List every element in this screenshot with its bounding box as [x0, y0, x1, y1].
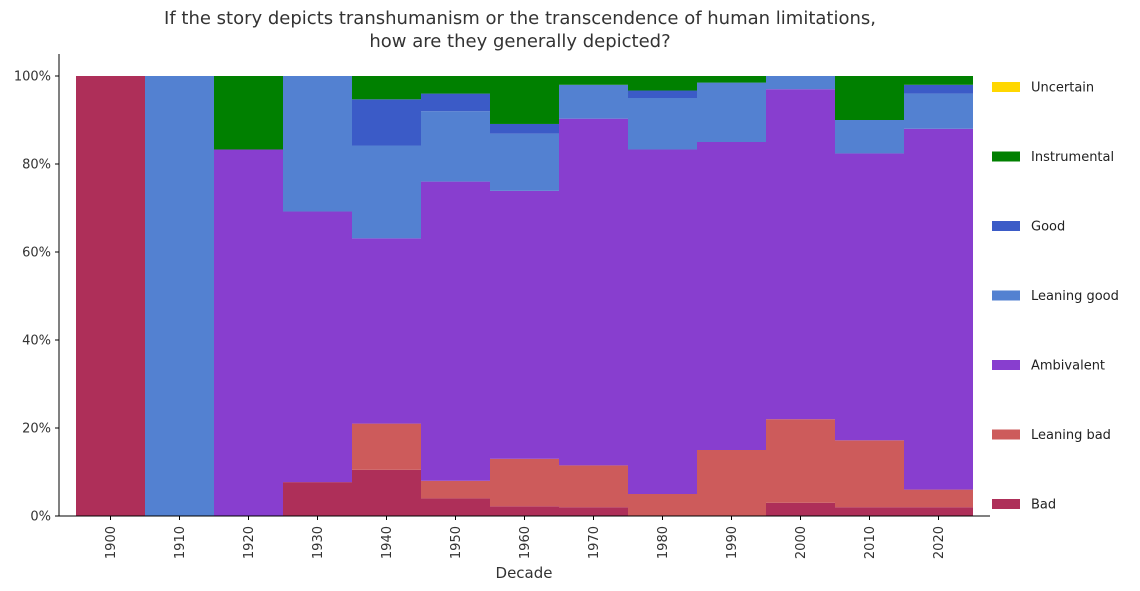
area-segment-instrumental-1980 — [628, 76, 697, 91]
legend-swatch-leaning-bad — [992, 429, 1020, 440]
legend-swatch-uncertain — [992, 82, 1020, 92]
legend-label-uncertain: Uncertain — [1031, 81, 1094, 96]
y-tick-label: 100% — [14, 70, 51, 85]
area-segment-instrumental-2010 — [835, 76, 904, 120]
area-segment-ambivalent-2010 — [835, 153, 904, 441]
area-segment-instrumental-1950 — [421, 76, 490, 94]
x-tick-label: 1960 — [518, 526, 533, 559]
x-tick-label: 1990 — [725, 526, 740, 559]
y-tick-label: 60% — [22, 246, 51, 261]
area-segment-ambivalent-1930 — [283, 211, 352, 483]
area-segment-leaning-good-1910 — [145, 76, 214, 516]
area-segment-leaning-bad-2010 — [835, 440, 904, 508]
area-segment-bad-1940 — [352, 469, 421, 516]
x-tick-label: 1900 — [104, 526, 119, 559]
area-segment-instrumental-1970 — [559, 76, 628, 85]
area-segment-leaning-good-1950 — [421, 111, 490, 182]
area-segment-ambivalent-2000 — [766, 89, 835, 420]
area-segment-good-1940 — [352, 99, 421, 146]
area-segment-ambivalent-1980 — [628, 149, 697, 495]
y-tick-label: 20% — [22, 422, 51, 437]
area-segment-bad-2020 — [904, 507, 973, 516]
area-segment-ambivalent-1970 — [559, 118, 628, 466]
y-axis: 0% 20% 40% 60% 80% 100% — [14, 54, 60, 525]
legend-label-leaning-bad: Leaning bad — [1031, 428, 1111, 443]
area-segment-bad-1960 — [490, 506, 559, 516]
area-segment-leaning-good-1940 — [352, 145, 421, 239]
x-tick-label: 2010 — [863, 526, 878, 559]
y-tick-label: 0% — [30, 510, 51, 525]
area-segment-leaning-good-2010 — [835, 120, 904, 154]
x-tick-label: 1910 — [173, 526, 188, 559]
area-segment-good-1980 — [628, 90, 697, 98]
plot-area — [76, 76, 973, 517]
y-tick-label: 80% — [22, 158, 51, 173]
legend-label-ambivalent: Ambivalent — [1031, 359, 1105, 374]
legend-label-bad: Bad — [1031, 498, 1056, 513]
area-segment-bad-2000 — [766, 502, 835, 516]
area-segment-leaning-good-1990 — [697, 82, 766, 142]
area-segment-bad-1950 — [421, 498, 490, 516]
legend-swatch-instrumental — [992, 151, 1020, 162]
area-segment-leaning-good-2020 — [904, 93, 973, 129]
legend-label-good: Good — [1031, 220, 1065, 235]
legend-label-leaning-good: Leaning good — [1031, 289, 1119, 304]
area-segment-bad-1930 — [283, 482, 352, 516]
y-tick-label: 40% — [22, 334, 51, 349]
chart-title-line-2: how are they generally depicted? — [369, 31, 670, 52]
area-segment-good-1950 — [421, 93, 490, 112]
area-segment-ambivalent-2020 — [904, 128, 973, 490]
area-segment-leaning-bad-2020 — [904, 489, 973, 508]
area-segment-leaning-bad-1940 — [352, 423, 421, 470]
x-tick-label: 2000 — [794, 526, 809, 559]
x-tick-label: 1930 — [311, 526, 326, 559]
area-segment-leaning-bad-1960 — [490, 458, 559, 507]
area-segment-instrumental-1920 — [214, 76, 283, 150]
area-segment-ambivalent-1960 — [490, 190, 559, 459]
area-segment-leaning-good-1930 — [283, 76, 352, 212]
area-segment-leaning-bad-1990 — [697, 450, 766, 516]
area-segment-instrumental-1940 — [352, 76, 421, 100]
area-segment-good-1960 — [490, 123, 559, 134]
area-segment-leaning-good-2000 — [766, 76, 835, 90]
area-segment-leaning-good-1970 — [559, 84, 628, 119]
area-segment-leaning-good-1980 — [628, 98, 697, 150]
legend-label-instrumental: Instrumental — [1031, 150, 1114, 165]
x-axis-label: Decade — [496, 564, 553, 582]
area-segment-instrumental-1990 — [697, 76, 766, 83]
area-segment-ambivalent-1920 — [214, 149, 283, 517]
area-segment-bad-1970 — [559, 507, 628, 516]
area-segment-leaning-bad-1980 — [628, 494, 697, 516]
x-tick-label: 1950 — [449, 526, 464, 559]
area-segment-instrumental-1960 — [490, 76, 559, 124]
x-tick-label: 1970 — [587, 526, 602, 559]
area-segment-bad-2010 — [835, 507, 904, 516]
area-segment-leaning-bad-2000 — [766, 419, 835, 503]
area-segment-leaning-bad-1950 — [421, 480, 490, 499]
area-segment-leaning-good-1960 — [490, 133, 559, 191]
area-segment-instrumental-2020 — [904, 76, 973, 85]
legend-swatch-bad — [992, 499, 1020, 509]
legend-swatch-good — [992, 221, 1020, 231]
area-segment-ambivalent-1990 — [697, 142, 766, 450]
area-segment-bad-1900 — [76, 76, 145, 516]
x-tick-label: 1940 — [380, 526, 395, 559]
x-axis: 1900 1910 1920 1930 1940 1950 1960 1970 1980 1990… — [59, 515, 990, 559]
x-tick-label: 1920 — [242, 526, 257, 559]
legend: Uncertain Instrumental Good Leaning good Amb… — [992, 81, 1119, 513]
legend-swatch-ambivalent — [992, 360, 1020, 370]
area-segment-good-2020 — [904, 84, 973, 94]
x-tick-label: 2020 — [932, 526, 947, 559]
x-tick-label: 1980 — [656, 526, 671, 559]
area-segment-ambivalent-1940 — [352, 238, 421, 424]
area-segment-leaning-bad-1970 — [559, 465, 628, 508]
area-segment-ambivalent-1950 — [421, 181, 490, 481]
legend-swatch-leaning-good — [992, 290, 1020, 301]
chart-title-line-1: If the story depicts transhumanism or th… — [164, 8, 876, 29]
